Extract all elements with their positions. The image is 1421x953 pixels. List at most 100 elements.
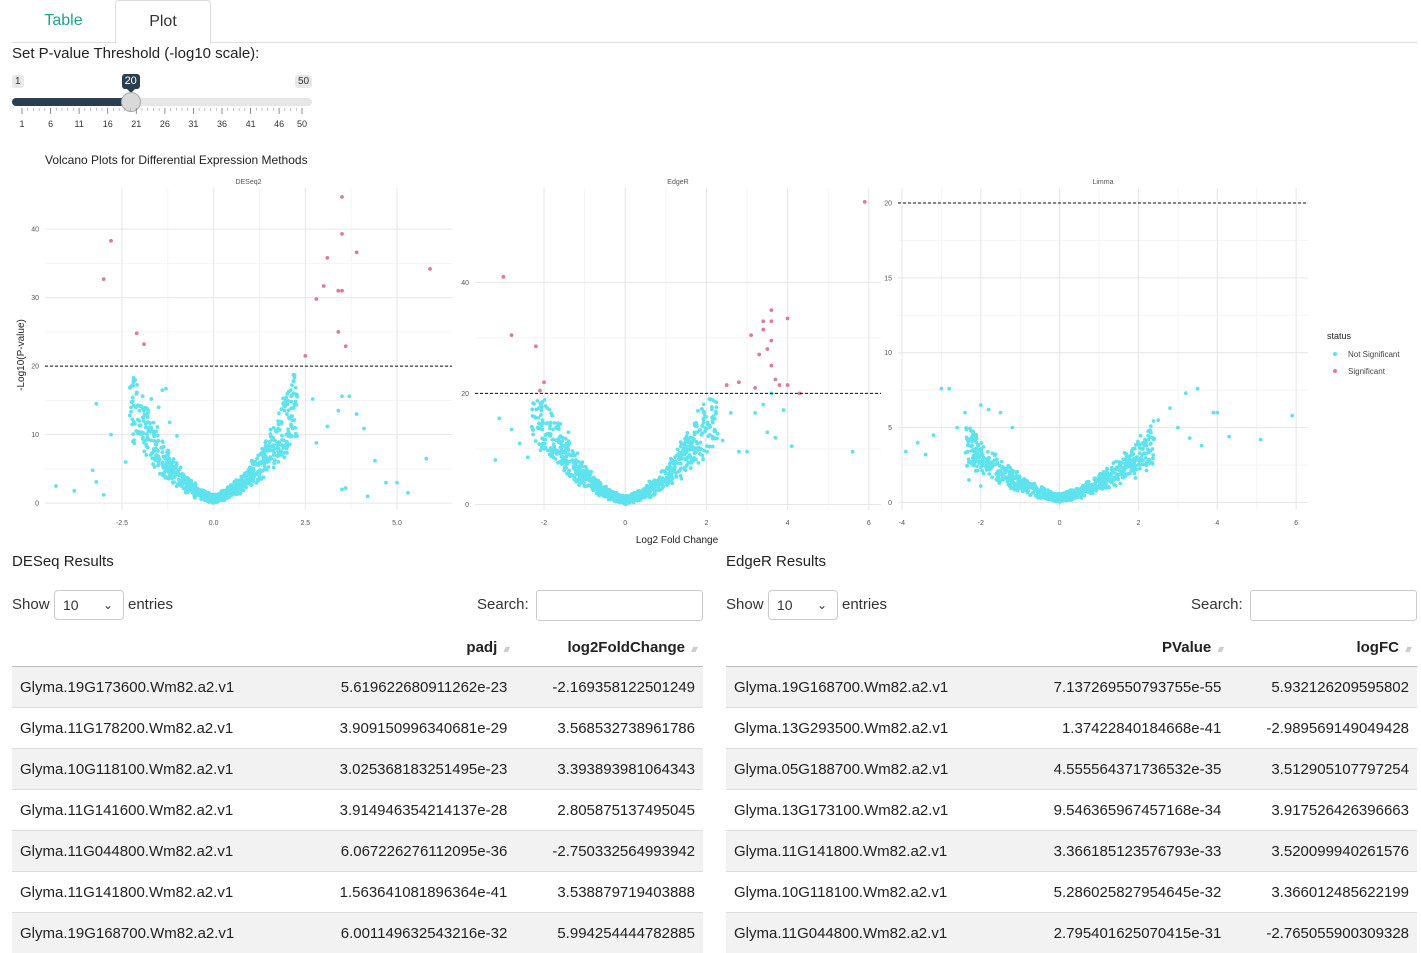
scatter-point-ns	[230, 493, 234, 497]
scatter-point-ns	[588, 479, 592, 483]
deseq-search-input[interactable]	[536, 590, 703, 621]
sort-icon[interactable]: ▴▾	[691, 644, 695, 655]
scatter-point-ns	[559, 451, 563, 455]
scatter-point-ns	[674, 474, 678, 478]
scatter-point-ns	[1003, 468, 1007, 472]
x-tick-label: -2	[541, 520, 547, 527]
scatter-point-ns	[94, 402, 98, 406]
scatter-point-ns	[149, 397, 153, 401]
x-tick-label: 5.0	[392, 520, 402, 527]
scatter-point-ns	[336, 409, 340, 413]
scatter-point-sig	[737, 380, 741, 384]
column-header[interactable]: logFC▴▾	[1229, 628, 1417, 667]
scatter-point-ns	[541, 418, 545, 422]
scatter-point-ns	[148, 430, 152, 434]
sort-icon[interactable]: ▴▾	[1405, 644, 1409, 655]
scatter-point-ns	[995, 457, 999, 461]
scatter-point-ns	[967, 478, 971, 482]
scatter-point-ns	[633, 496, 637, 500]
scatter-point-ns	[706, 434, 710, 438]
deseq-entries-select[interactable]: 10⌄	[54, 590, 124, 620]
scatter-point-ns	[1105, 467, 1109, 471]
scatter-point-ns	[982, 472, 986, 476]
column-header[interactable]: PValue▴▾	[1012, 628, 1229, 667]
scatter-point-ns	[550, 414, 554, 418]
edger-search-input[interactable]	[1250, 590, 1417, 621]
scatter-point-ns	[672, 470, 676, 474]
chevron-down-icon: ⌄	[817, 591, 827, 619]
scatter-point-ns	[156, 433, 160, 437]
scatter-point-ns	[161, 455, 165, 459]
scatter-point-ns	[256, 453, 260, 457]
scatter-point-ns	[287, 430, 291, 434]
edger-entries-select[interactable]: 10⌄	[768, 590, 838, 620]
scatter-point-ns	[562, 469, 566, 473]
scatter-point-sig	[135, 331, 139, 335]
scatter-point-ns	[560, 442, 564, 446]
scatter-point-ns	[555, 448, 559, 452]
scatter-point-ns	[702, 402, 706, 406]
scatter-point-ns	[277, 411, 281, 415]
scatter-point-ns	[714, 405, 718, 409]
scatter-point-ns	[1134, 476, 1138, 480]
scatter-point-ns	[713, 428, 717, 432]
scatter-point-ns	[547, 432, 551, 436]
sort-icon[interactable]: ▴▾	[1217, 644, 1221, 655]
scatter-point-ns	[1059, 492, 1063, 496]
y-tick-label: 10	[884, 350, 892, 357]
scatter-point-ns	[550, 438, 554, 442]
scatter-point-ns	[149, 453, 153, 457]
scatter-point-ns	[1032, 485, 1036, 489]
scatter-point-ns	[170, 476, 174, 480]
scatter-point-ns	[987, 408, 991, 412]
scatter-point-ns	[669, 479, 673, 483]
scatter-point-ns	[1138, 443, 1142, 447]
scatter-point-ns	[130, 422, 134, 426]
scatter-point-ns	[1152, 419, 1156, 423]
scatter-point-ns	[72, 489, 76, 493]
scatter-point-ns	[565, 459, 569, 463]
scatter-point-ns	[177, 478, 181, 482]
column-header[interactable]: padj▴▾	[298, 628, 515, 667]
volcano-plot: Volcano Plots for Differential Expressio…	[0, 148, 1421, 548]
scatter-point-ns	[153, 456, 157, 460]
scatter-point-ns	[285, 445, 289, 449]
scatter-point-ns	[650, 494, 654, 498]
scatter-point-ns	[939, 387, 943, 391]
scatter-point-ns	[139, 423, 143, 427]
gene-id-cell: Glyma.19G168700.Wm82.a2.v1	[726, 667, 1012, 708]
x-tick-label: -2	[978, 520, 984, 527]
scatter-point-ns	[560, 462, 564, 466]
scatter-point-ns	[1073, 496, 1077, 500]
tab-table[interactable]: Table	[12, 0, 115, 41]
column-header[interactable]: log2FoldChange▴▾	[515, 628, 703, 667]
scatter-point-ns	[604, 494, 608, 498]
x-tick-label: 2	[1137, 520, 1141, 527]
scatter-point-ns	[1135, 455, 1139, 459]
scatter-point-ns	[1121, 457, 1125, 461]
scatter-point-ns	[141, 437, 145, 441]
tab-plot[interactable]: Plot	[115, 0, 211, 44]
scatter-point-ns	[1123, 473, 1127, 477]
scatter-point-ns	[1132, 468, 1136, 472]
gene-id-cell: Glyma.11G141800.Wm82.a2.v1	[726, 831, 1012, 872]
scatter-point-ns	[1105, 472, 1109, 476]
slider-track[interactable]	[12, 98, 312, 106]
scatter-point-ns	[641, 495, 645, 499]
sort-icon[interactable]: ▴▾	[503, 644, 507, 655]
scatter-point-ns	[1188, 436, 1192, 440]
